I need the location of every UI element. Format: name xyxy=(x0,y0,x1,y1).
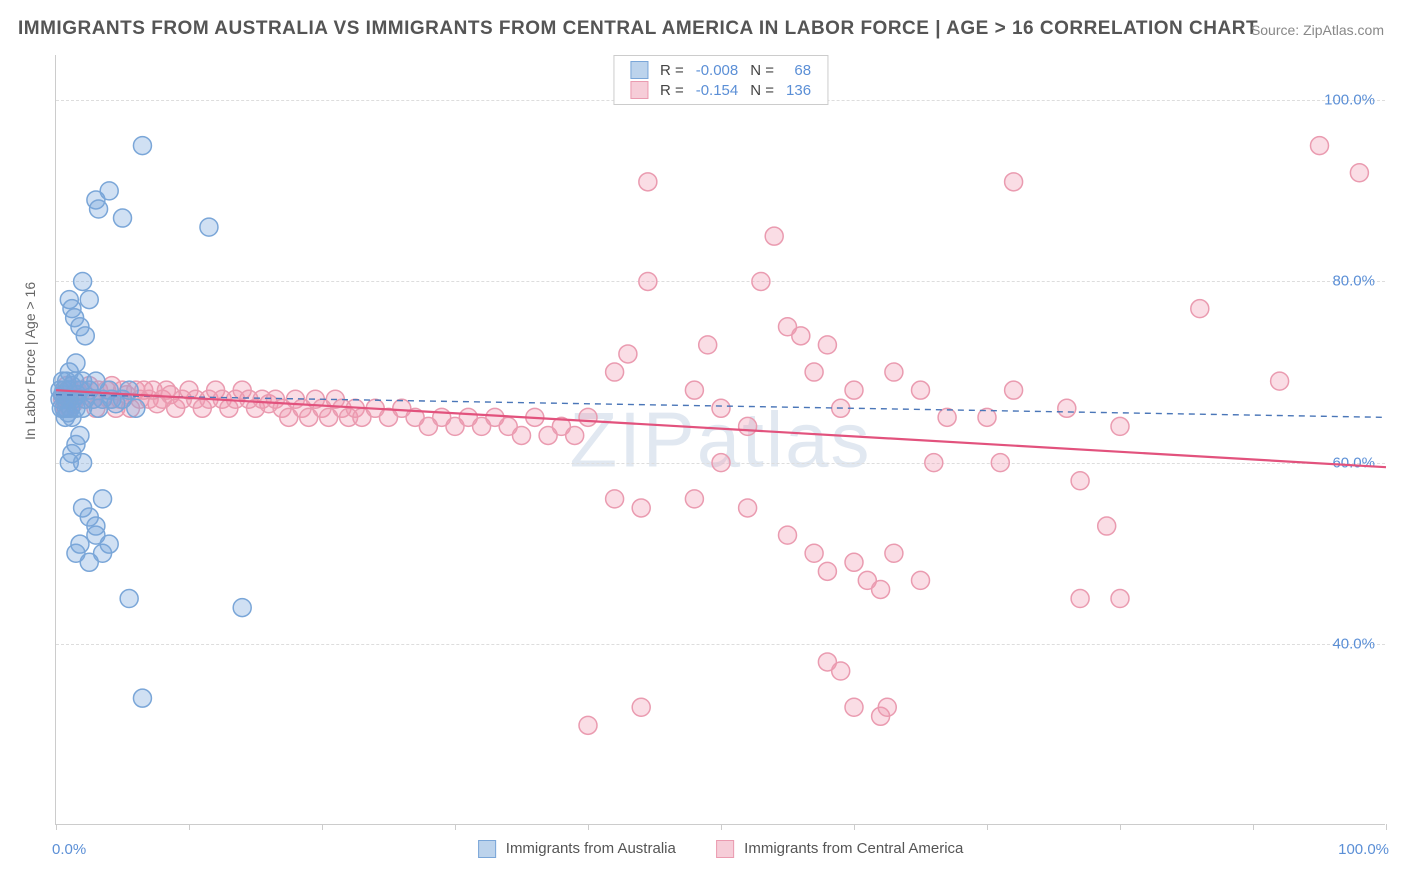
data-point xyxy=(1111,590,1129,608)
data-point xyxy=(845,381,863,399)
data-point xyxy=(233,599,251,617)
legend-n-label: N = xyxy=(744,80,780,100)
data-point xyxy=(1098,517,1116,535)
legend-n-value-a: 68 xyxy=(780,60,817,80)
data-point xyxy=(566,426,584,444)
data-point xyxy=(912,381,930,399)
data-point xyxy=(76,327,94,345)
data-point xyxy=(912,571,930,589)
data-point xyxy=(845,698,863,716)
data-point xyxy=(606,363,624,381)
data-point xyxy=(1271,372,1289,390)
source-prefix: Source: xyxy=(1251,22,1303,38)
legend-label-a: Immigrants from Australia xyxy=(506,840,676,857)
data-point xyxy=(639,173,657,191)
data-point xyxy=(200,218,218,236)
plot-area: ZIPatlas 40.0%60.0%80.0%100.0% R = -0.00… xyxy=(55,55,1385,825)
legend-r-value-b: -0.154 xyxy=(690,80,745,100)
data-point xyxy=(1111,417,1129,435)
data-point xyxy=(94,490,112,508)
data-point xyxy=(885,363,903,381)
data-point xyxy=(818,562,836,580)
source-link[interactable]: ZipAtlas.com xyxy=(1303,22,1384,38)
data-point xyxy=(100,182,118,200)
data-point xyxy=(885,544,903,562)
data-point xyxy=(1005,381,1023,399)
x-axis-max-label: 100.0% xyxy=(1338,841,1389,858)
source-attribution: Source: ZipAtlas.com xyxy=(1251,22,1384,38)
data-point xyxy=(639,272,657,290)
data-point xyxy=(872,580,890,598)
data-point xyxy=(685,381,703,399)
data-point xyxy=(114,209,132,227)
swatch-series-b xyxy=(630,81,648,99)
data-point xyxy=(685,490,703,508)
data-point xyxy=(1058,399,1076,417)
data-point xyxy=(90,200,108,218)
legend-r-label: R = xyxy=(654,80,690,100)
legend-item-b: Immigrants from Central America xyxy=(716,840,963,857)
data-point xyxy=(1005,173,1023,191)
data-point xyxy=(818,336,836,354)
data-point xyxy=(739,417,757,435)
data-point xyxy=(632,698,650,716)
scatter-svg xyxy=(56,55,1385,824)
data-point xyxy=(579,716,597,734)
data-point xyxy=(579,408,597,426)
legend-row-series-a: R = -0.008 N = 68 xyxy=(624,60,817,80)
data-point xyxy=(699,336,717,354)
data-point xyxy=(1071,590,1089,608)
data-point xyxy=(74,454,92,472)
data-point xyxy=(606,490,624,508)
data-point xyxy=(80,291,98,309)
data-point xyxy=(712,454,730,472)
data-point xyxy=(74,272,92,290)
data-point xyxy=(925,454,943,472)
data-point xyxy=(752,272,770,290)
data-point xyxy=(1350,164,1368,182)
swatch-series-a xyxy=(478,840,496,858)
data-point xyxy=(71,535,89,553)
correlation-legend: R = -0.008 N = 68 R = -0.154 N = 136 xyxy=(613,55,828,105)
data-point xyxy=(67,354,85,372)
data-point xyxy=(513,426,531,444)
data-point xyxy=(938,408,956,426)
data-point xyxy=(1311,137,1329,155)
data-point xyxy=(792,327,810,345)
data-point xyxy=(133,689,151,707)
legend-r-label: R = xyxy=(654,60,690,80)
data-point xyxy=(712,399,730,417)
data-point xyxy=(127,399,145,417)
data-point xyxy=(1191,300,1209,318)
data-point xyxy=(805,544,823,562)
legend-n-label: N = xyxy=(744,60,780,80)
data-point xyxy=(845,553,863,571)
data-point xyxy=(765,227,783,245)
chart-title: IMMIGRANTS FROM AUSTRALIA VS IMMIGRANTS … xyxy=(18,18,1258,40)
data-point xyxy=(100,535,118,553)
y-axis-label: In Labor Force | Age > 16 xyxy=(22,282,38,440)
swatch-series-a xyxy=(630,61,648,79)
data-point xyxy=(120,590,138,608)
x-axis-min-label: 0.0% xyxy=(52,841,86,858)
data-point xyxy=(991,454,1009,472)
data-point xyxy=(832,662,850,680)
data-point xyxy=(779,526,797,544)
legend-n-value-b: 136 xyxy=(780,80,817,100)
legend-label-b: Immigrants from Central America xyxy=(744,840,963,857)
series-legend: Immigrants from Australia Immigrants fro… xyxy=(460,840,982,858)
data-point xyxy=(87,517,105,535)
data-point xyxy=(805,363,823,381)
legend-item-a: Immigrants from Australia xyxy=(478,840,680,857)
data-point xyxy=(619,345,637,363)
data-point xyxy=(1071,472,1089,490)
data-point xyxy=(133,137,151,155)
data-point xyxy=(632,499,650,517)
swatch-series-b xyxy=(716,840,734,858)
legend-row-series-b: R = -0.154 N = 136 xyxy=(624,80,817,100)
data-point xyxy=(739,499,757,517)
data-point xyxy=(878,698,896,716)
data-point xyxy=(71,426,89,444)
legend-r-value-a: -0.008 xyxy=(690,60,745,80)
